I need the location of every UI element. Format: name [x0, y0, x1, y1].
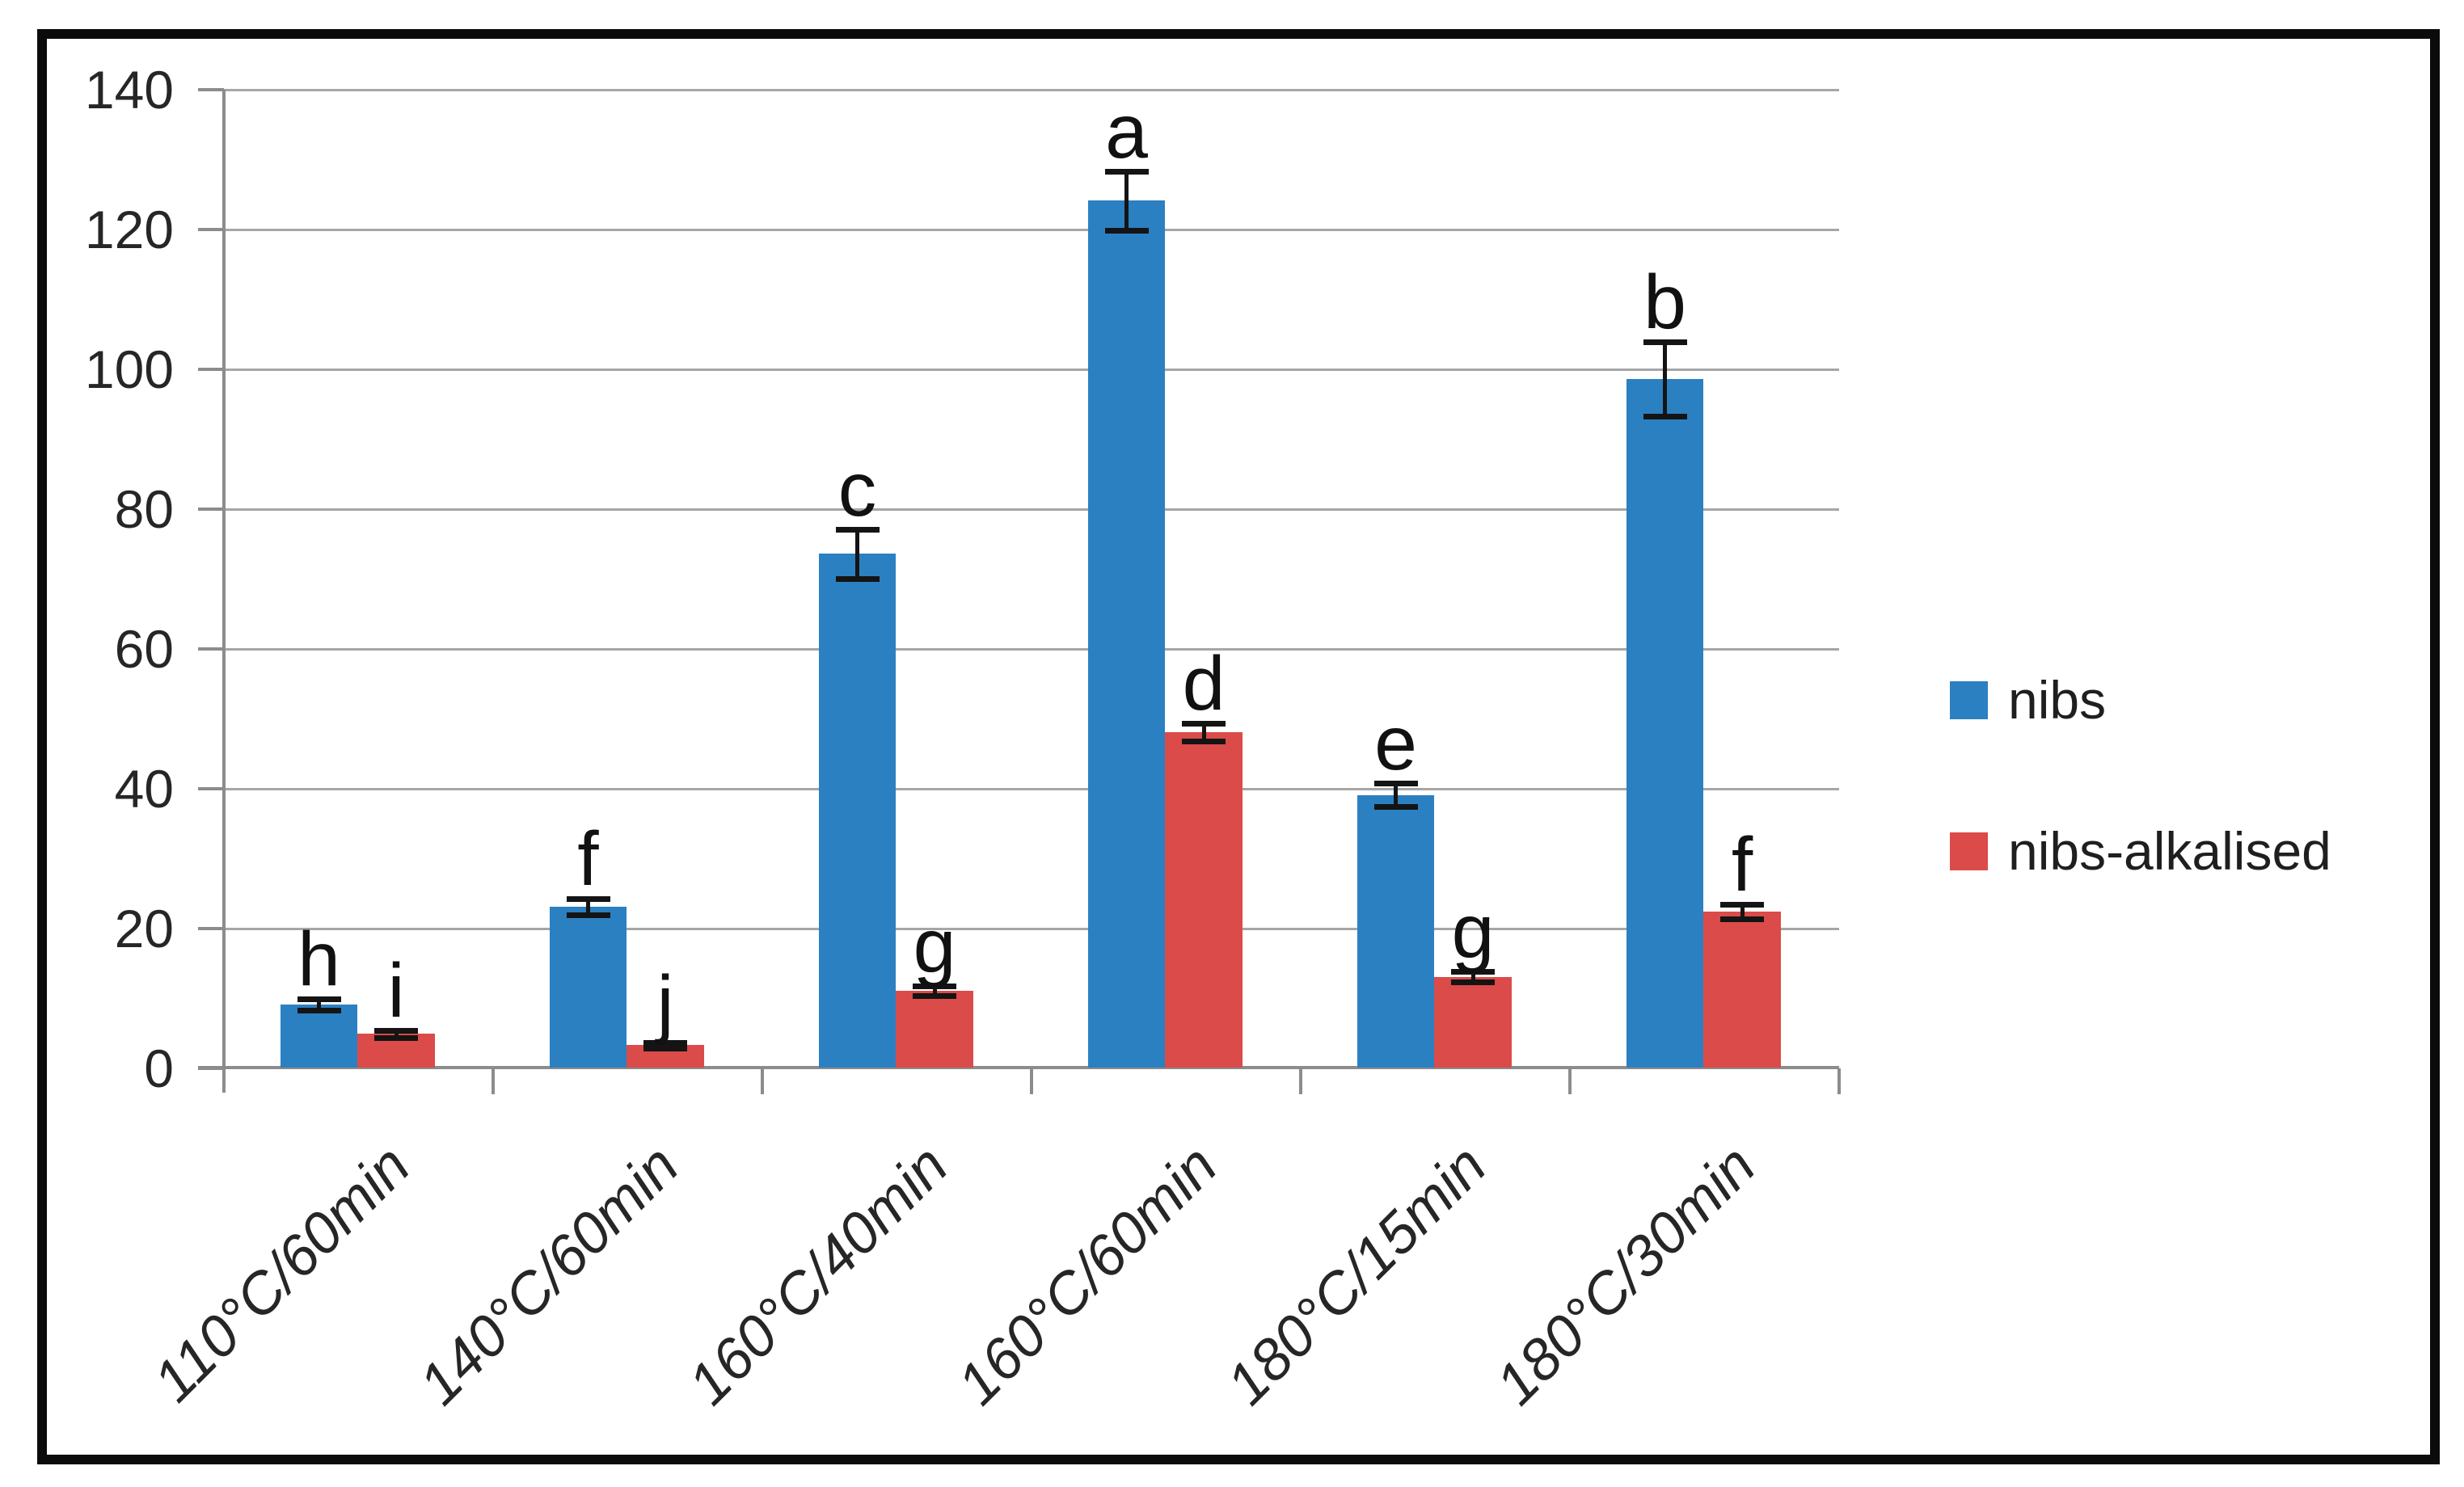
- error-bar-cap-top-nibs-alkalised-4: [1451, 968, 1496, 975]
- significance-letter-h-nibs-0: h: [297, 916, 340, 1003]
- bar-nibs-1: [549, 907, 627, 1068]
- error-bar-stem-nibs-3: [1124, 171, 1129, 230]
- error-bar-cap-bottom-nibs-alkalised-5: [1720, 916, 1765, 922]
- y-tick-mark-40: [198, 787, 224, 790]
- x-tick-mark-2: [761, 1068, 764, 1094]
- bar-nibs-4: [1356, 794, 1435, 1068]
- y-tick-label-0: 0: [144, 1038, 174, 1098]
- x-tick-mark-5: [1568, 1068, 1572, 1094]
- y-tick-label-40: 40: [114, 759, 174, 819]
- error-bar-cap-top-nibs-alkalised-5: [1720, 902, 1765, 908]
- error-bar-cap-bottom-nibs-alkalised-3: [1182, 739, 1226, 745]
- error-bar-cap-top-nibs-alkalised-1: [643, 1039, 688, 1046]
- bar-nibs-alkalised-3: [1165, 731, 1243, 1068]
- error-bar-stem-nibs-4: [1394, 782, 1398, 807]
- error-bar-cap-top-nibs-alkalised-3: [1182, 720, 1226, 727]
- gridline-80: [224, 508, 1839, 511]
- gridline-60: [224, 647, 1839, 651]
- gridline-120: [224, 228, 1839, 231]
- y-tick-label-140: 140: [84, 60, 174, 120]
- error-bar-cap-top-nibs-1: [566, 895, 610, 902]
- significance-letter-i-nibs-alkalised-0: i: [387, 948, 405, 1034]
- bar-nibs-2: [818, 554, 897, 1068]
- legend-label-nibs: nibs: [2008, 670, 2107, 730]
- y-tick-label-20: 20: [114, 899, 174, 958]
- bar-nibs-alkalised-4: [1434, 976, 1512, 1068]
- error-bar-stem-nibs-alkalised-2: [932, 985, 937, 996]
- bar-nibs-0: [280, 1005, 358, 1068]
- error-bar-stem-nibs-alkalised-0: [394, 1030, 399, 1038]
- error-bar-cap-bottom-nibs-2: [835, 575, 880, 582]
- error-bar-stem-nibs-1: [586, 898, 590, 916]
- legend-swatch-nibs-alkalised: [1950, 832, 1988, 870]
- bar-nibs-3: [1087, 200, 1166, 1068]
- error-bar-stem-nibs-alkalised-3: [1201, 722, 1206, 742]
- error-bar-cap-top-nibs-alkalised-0: [374, 1028, 419, 1034]
- x-tick-mark-6: [1837, 1068, 1841, 1094]
- y-tick-label-100: 100: [84, 339, 174, 399]
- significance-letter-a-nibs-3: a: [1105, 89, 1148, 175]
- significance-letter-d-nibs-alkalised-3: d: [1182, 640, 1226, 727]
- error-bar-stem-nibs-0: [317, 999, 321, 1011]
- y-tick-mark-60: [198, 647, 224, 651]
- y-tick-mark-80: [198, 508, 224, 511]
- legend-swatch-nibs: [1950, 680, 1988, 719]
- gridline-20: [224, 927, 1839, 930]
- error-bar-cap-bottom-nibs-alkalised-0: [374, 1034, 419, 1041]
- significance-letter-j-nibs-alkalised-1: j: [656, 959, 674, 1046]
- error-bar-stem-nibs-alkalised-4: [1470, 971, 1475, 983]
- significance-letter-g-nibs-alkalised-4: g: [1451, 888, 1495, 975]
- legend-item-nibs-alkalised: nibs-alkalised: [1950, 823, 2331, 879]
- error-bar-cap-top-nibs-2: [835, 526, 880, 533]
- bar-nibs-alkalised-5: [1703, 912, 1781, 1068]
- y-tick-label-80: 80: [114, 479, 174, 539]
- legend-item-nibs: nibs: [1950, 672, 2331, 728]
- error-bar-cap-top-nibs-3: [1104, 169, 1149, 175]
- legend: nibs nibs-alkalised: [1950, 672, 2331, 974]
- significance-letter-b-nibs-5: b: [1643, 259, 1686, 346]
- x-tick-mark-3: [1030, 1068, 1033, 1094]
- y-tick-mark-100: [198, 368, 224, 371]
- error-bar-stem-nibs-5: [1663, 342, 1667, 416]
- significance-letter-f-nibs-alkalised-5: f: [1731, 822, 1753, 908]
- y-axis-line: [222, 90, 226, 1093]
- significance-letter-e-nibs-4: e: [1374, 700, 1417, 786]
- bar-nibs-5: [1626, 378, 1704, 1068]
- y-tick-label-60: 60: [114, 619, 174, 679]
- error-bar-cap-bottom-nibs-alkalised-2: [913, 992, 957, 999]
- error-bar-cap-top-nibs-0: [297, 996, 341, 1003]
- x-axis-line: [198, 1066, 1839, 1069]
- y-tick-mark-140: [198, 88, 224, 91]
- error-bar-stem-nibs-alkalised-5: [1740, 904, 1745, 919]
- error-bar-cap-bottom-nibs-alkalised-1: [643, 1045, 688, 1051]
- error-bar-cap-top-nibs-4: [1373, 780, 1418, 786]
- x-tick-mark-4: [1299, 1068, 1302, 1094]
- gridline-40: [224, 787, 1839, 790]
- x-tick-mark-1: [492, 1068, 495, 1094]
- y-tick-mark-120: [198, 228, 224, 231]
- error-bar-stem-nibs-2: [855, 529, 859, 579]
- gridline-100: [224, 368, 1839, 371]
- significance-letter-g-nibs-alkalised-2: g: [913, 903, 956, 989]
- error-bar-cap-bottom-nibs-0: [297, 1008, 341, 1014]
- error-bar-cap-bottom-nibs-1: [566, 912, 610, 919]
- y-tick-label-120: 120: [84, 200, 174, 259]
- error-bar-cap-top-nibs-5: [1643, 339, 1687, 346]
- error-bar-cap-bottom-nibs-alkalised-4: [1451, 979, 1496, 986]
- error-bar-cap-bottom-nibs-3: [1104, 227, 1149, 234]
- significance-letter-c-nibs-2: c: [838, 446, 877, 533]
- bar-nibs-alkalised-2: [896, 990, 973, 1068]
- gridline-140: [224, 88, 1839, 91]
- significance-letter-f-nibs-1: f: [577, 815, 599, 902]
- error-bar-cap-bottom-nibs-4: [1373, 804, 1418, 811]
- legend-label-nibs-alkalised: nibs-alkalised: [2008, 821, 2331, 881]
- error-bar-cap-bottom-nibs-5: [1643, 413, 1687, 419]
- y-tick-mark-20: [198, 927, 224, 930]
- error-bar-cap-top-nibs-alkalised-2: [913, 983, 957, 989]
